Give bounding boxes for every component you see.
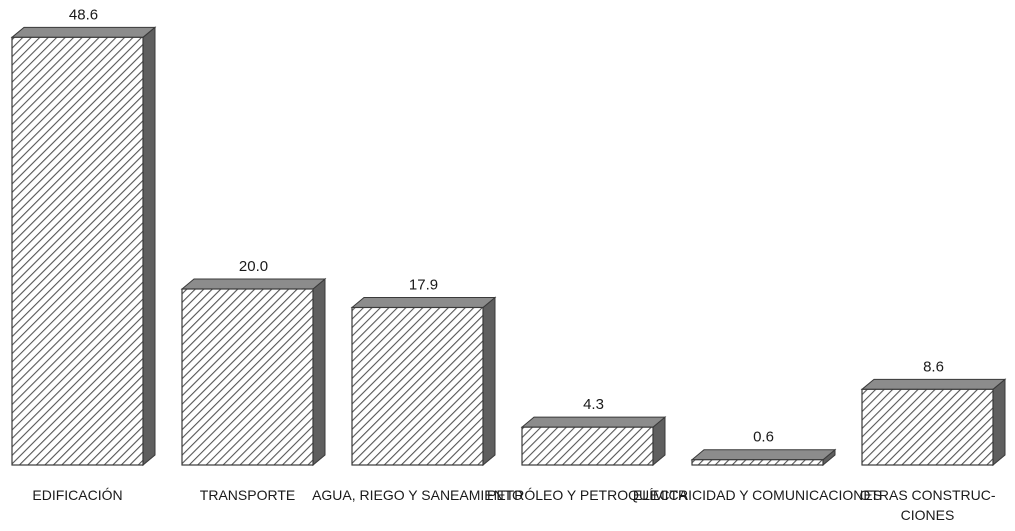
bar-side-face (482, 296, 496, 467)
bar-3 (350, 296, 497, 467)
bar-top-face (350, 296, 497, 308)
bar-top-face (690, 449, 837, 461)
bar-front-face (181, 288, 314, 466)
bar-side-face (992, 378, 1006, 467)
category-label-line: CIONES (901, 507, 955, 523)
value-label: 0.6 (753, 429, 774, 446)
category-label-line: AGUA, RIEGO Y SANEAMIENTO (312, 487, 523, 503)
category-label-line: TRANSPORTE (200, 487, 295, 503)
value-label: 20.0 (239, 258, 268, 275)
category-label-line: OTRAS CONSTRUC- (859, 487, 995, 503)
bar-2 (180, 277, 327, 467)
bar-side-face (312, 277, 326, 467)
bar-front-face (351, 306, 484, 466)
bar-front-face (521, 426, 654, 466)
category-label: ELECTRICIDAD Y COMUNICACIONES (633, 487, 882, 503)
bar-front-face (11, 36, 144, 466)
category-label: TRANSPORTE (200, 487, 295, 503)
category-label-line: EDIFICACIÓN (32, 487, 122, 503)
category-label: PETRÓLEO Y PETROQUÍMICA (487, 487, 689, 503)
bar-top-face (860, 378, 1007, 390)
bar-front-face (861, 388, 994, 466)
bar-front-face (691, 459, 824, 466)
category-label-line: ELECTRICIDAD Y COMUNICACIONES (633, 487, 882, 503)
bar-6 (860, 378, 1007, 467)
value-label: 8.6 (923, 358, 944, 375)
category-label: OTRAS CONSTRUC- CIONES (859, 487, 995, 523)
category-label-line: PETRÓLEO Y PETROQUÍMICA (487, 487, 689, 503)
value-labels-group: 48.6 20.0 17.9 4.3 0.6 8.6 (69, 6, 944, 445)
bar-side-face (142, 26, 156, 467)
category-label: EDIFICACIÓN (32, 487, 122, 503)
bar-top-face (520, 416, 667, 428)
bar-top-face (180, 278, 327, 290)
value-label: 48.6 (69, 6, 98, 23)
bar-5 (690, 448, 837, 467)
bar-1 (10, 26, 157, 467)
value-label: 4.3 (583, 396, 604, 413)
category-labels-group: EDIFICACIÓN TRANSPORTE AGUA, RIEGO Y SANEA… (32, 487, 996, 523)
bars-group (10, 26, 1007, 467)
bar-4 (520, 416, 667, 467)
bar-top-face (10, 26, 157, 38)
category-label: AGUA, RIEGO Y SANEAMIENTO (312, 487, 523, 503)
value-label: 17.9 (409, 276, 438, 293)
